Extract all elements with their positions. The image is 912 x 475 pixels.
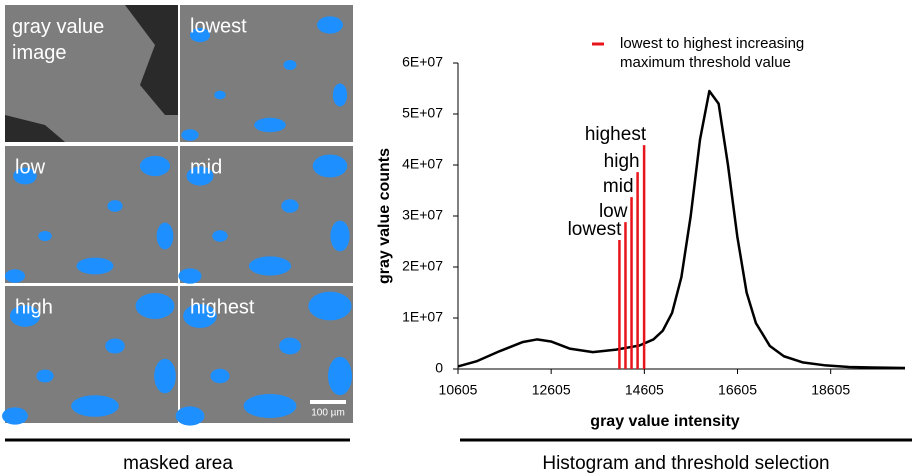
mask-region xyxy=(107,200,122,212)
panel-label: high xyxy=(15,296,53,318)
mask-region xyxy=(176,406,205,425)
mask-region xyxy=(178,268,201,283)
mask-region xyxy=(214,91,226,100)
threshold-label: highest xyxy=(585,124,647,145)
mask-region xyxy=(330,221,349,252)
mask-region xyxy=(308,292,351,321)
mask-region xyxy=(281,199,298,212)
mask-region xyxy=(71,395,119,417)
mask-region xyxy=(317,16,343,33)
x-tick-label: 10605 xyxy=(439,382,478,398)
caption: masked area xyxy=(123,453,233,474)
mask-region xyxy=(36,370,53,383)
mask-region xyxy=(313,154,348,177)
y-tick-label: 4E+07 xyxy=(402,156,443,172)
panel-label: lowest xyxy=(190,15,247,37)
threshold-label: mid xyxy=(603,176,634,197)
caption: Histogram and threshold selection xyxy=(542,453,829,474)
x-axis-label: gray value intensity xyxy=(590,413,739,430)
scale-bar xyxy=(310,400,346,404)
threshold-label: high xyxy=(604,151,640,172)
mask-region xyxy=(244,394,297,418)
x-tick-label: 14605 xyxy=(625,382,664,398)
mask-region xyxy=(157,223,174,250)
y-axis-label: gray value counts xyxy=(376,148,393,284)
chart: 0 1E+07 2E+07 3E+07 4E+07 5E+07 6E+07 10605 1260… xyxy=(402,44,905,398)
scale-bar-label: 100 µm xyxy=(311,408,345,419)
mask-region xyxy=(333,83,347,106)
image-panels: lowest low mid high highest 100 µm xyxy=(2,5,353,426)
mask-region xyxy=(249,256,291,275)
threshold-label: low xyxy=(599,201,628,222)
figure: lowest low mid high highest 100 µm masked are… xyxy=(0,0,912,475)
legend-text: lowest to highest increasing maximum thr… xyxy=(620,34,870,72)
mask-region xyxy=(77,258,114,275)
mask-region xyxy=(284,60,297,70)
y-tick-label: 2E+07 xyxy=(402,258,443,274)
panel-label: highest xyxy=(190,296,255,318)
histogram-curve xyxy=(458,91,905,368)
y-tick-label: 6E+07 xyxy=(402,54,443,70)
x-tick-label: 18605 xyxy=(811,382,850,398)
mask-region xyxy=(2,407,28,424)
mask-region xyxy=(136,293,175,319)
mask-region xyxy=(328,357,352,395)
y-tick-label: 0 xyxy=(435,360,443,376)
mask-region xyxy=(154,359,176,394)
mask-region xyxy=(38,231,51,241)
mask-region xyxy=(212,230,227,242)
y-tick-label: 1E+07 xyxy=(402,309,443,325)
x-tick-label: 12605 xyxy=(532,382,571,398)
panel-label: gray value image xyxy=(12,14,142,66)
mask-region xyxy=(210,369,229,383)
y-tick-label: 5E+07 xyxy=(402,105,443,121)
mask-region xyxy=(254,118,286,132)
x-tick-label: 16605 xyxy=(718,382,757,398)
panel-label: low xyxy=(15,156,46,178)
mask-region xyxy=(279,338,301,355)
panel-label: mid xyxy=(190,156,222,178)
mask-region xyxy=(5,269,25,282)
y-tick-label: 3E+07 xyxy=(402,207,443,223)
mask-region xyxy=(140,156,170,176)
mask-region xyxy=(181,129,198,141)
mask-region xyxy=(105,338,124,353)
